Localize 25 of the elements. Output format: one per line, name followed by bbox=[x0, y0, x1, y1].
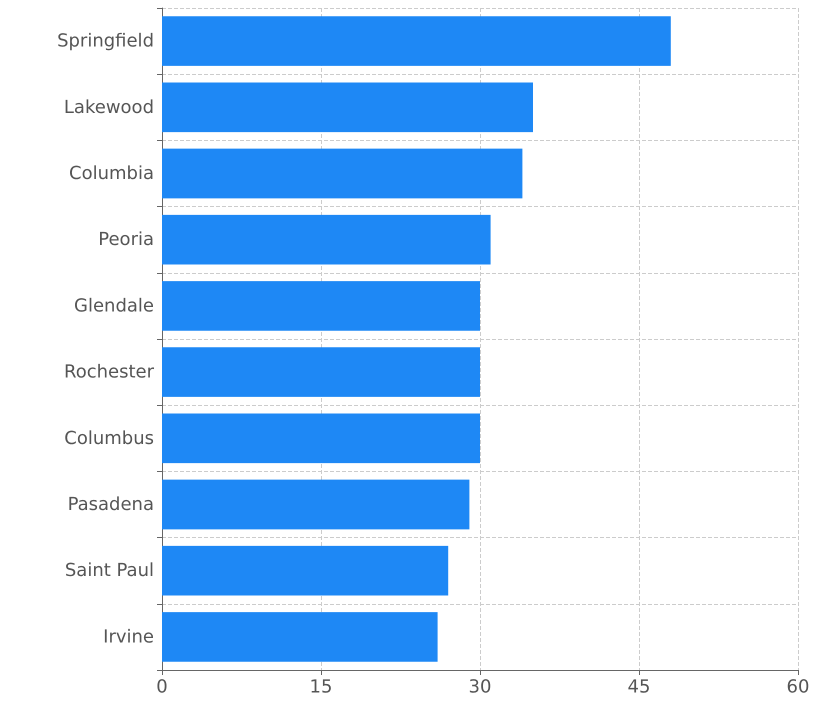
bar bbox=[162, 546, 448, 596]
x-tick-label: 30 bbox=[468, 676, 492, 698]
y-tick-label: Springfield bbox=[57, 30, 154, 52]
x-tick-label: 45 bbox=[628, 676, 650, 698]
bar bbox=[162, 281, 480, 331]
bar bbox=[162, 480, 470, 530]
bar bbox=[162, 148, 522, 198]
bar bbox=[162, 214, 491, 265]
y-tick-label: Irvine bbox=[103, 626, 154, 648]
y-tick-label: Columbus bbox=[64, 428, 154, 449]
x-tick-label: 15 bbox=[310, 676, 332, 698]
bar bbox=[162, 16, 671, 66]
y-tick-label: Rochester bbox=[64, 362, 155, 383]
y-tick-label: Saint Paul bbox=[64, 560, 154, 582]
y-tick-label: Pasadena bbox=[68, 494, 154, 515]
x-tick-label: 60 bbox=[786, 676, 810, 698]
y-tick-label: Glendale bbox=[74, 295, 154, 316]
bar bbox=[162, 413, 480, 464]
bar bbox=[162, 347, 480, 397]
bar bbox=[162, 82, 533, 132]
x-tick-label: 0 bbox=[156, 676, 168, 698]
y-tick-label: Peoria bbox=[98, 229, 154, 250]
bar bbox=[162, 612, 438, 662]
y-tick-label: Columbia bbox=[69, 163, 154, 184]
y-tick-label: Lakewood bbox=[64, 96, 154, 118]
